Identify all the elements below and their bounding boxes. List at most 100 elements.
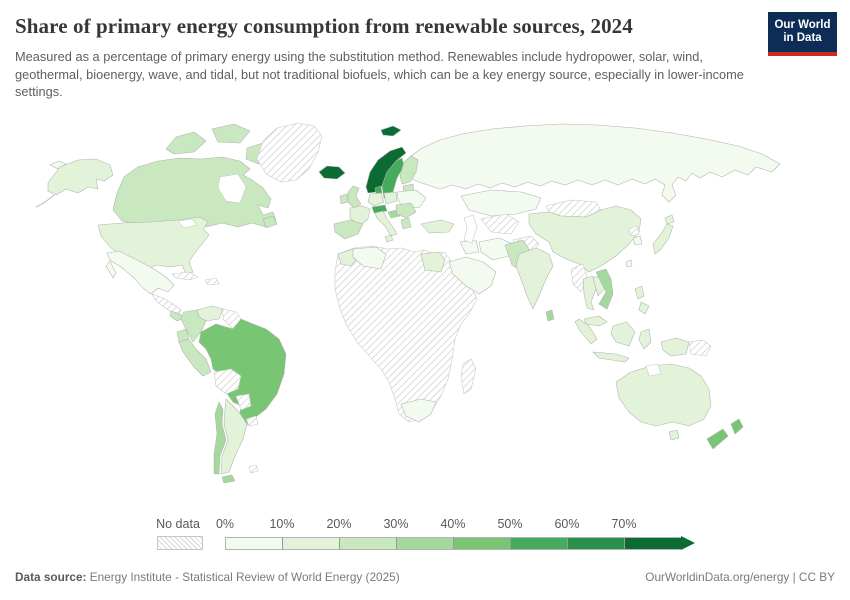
- country-germany[interactable]: [367, 192, 385, 207]
- country-brazil[interactable]: [198, 318, 287, 427]
- country-india[interactable]: [515, 247, 554, 310]
- country-australia[interactable]: [615, 363, 712, 427]
- country-africa-nodata[interactable]: [334, 245, 478, 423]
- country-ireland[interactable]: [339, 193, 349, 205]
- country-algeria[interactable]: [352, 246, 387, 270]
- country-peru[interactable]: [178, 338, 212, 377]
- country-canada-arctic2[interactable]: [211, 123, 251, 144]
- no-data-swatch[interactable]: [157, 536, 203, 550]
- country-finland[interactable]: [399, 155, 419, 185]
- legend-ticks: 0% 10% 20% 30% 40% 50% 60% 70%: [216, 517, 705, 532]
- country-iberia[interactable]: [333, 219, 364, 240]
- country-west-new-guinea[interactable]: [660, 337, 690, 357]
- country-canada-newfoundland[interactable]: [262, 215, 278, 229]
- credit-link[interactable]: OurWorldinData.org/energy | CC BY: [645, 570, 835, 584]
- country-south-africa[interactable]: [400, 398, 437, 423]
- map-legend: No data 0% 10% 20% 30% 40% 50% 60% 70%: [0, 517, 850, 559]
- country-greenland[interactable]: [256, 122, 323, 183]
- country-tasmania[interactable]: [668, 429, 680, 441]
- world-map: [0, 115, 850, 505]
- country-taiwan[interactable]: [625, 259, 633, 268]
- legend-color-segment[interactable]: [510, 536, 567, 550]
- legend-color-segment[interactable]: [282, 536, 339, 550]
- country-tierra-del-fuego[interactable]: [221, 474, 236, 484]
- chart-subtitle: Measured as a percentage of primary ener…: [15, 49, 744, 99]
- country-new-zealand-south[interactable]: [706, 428, 729, 450]
- owid-logo-line1: Our World: [774, 19, 831, 31]
- legend-tick-label: 50%: [497, 517, 523, 531]
- country-italy[interactable]: [374, 210, 398, 237]
- country-balkans[interactable]: [395, 202, 417, 219]
- country-uruguay[interactable]: [245, 415, 259, 427]
- great-lakes: [177, 218, 198, 229]
- country-uk[interactable]: [347, 185, 362, 209]
- gulf-of-carpentaria: [645, 363, 662, 377]
- country-iceland[interactable]: [318, 165, 346, 180]
- country-canada[interactable]: [112, 156, 277, 228]
- country-costa-rica-panama[interactable]: [169, 310, 185, 322]
- country-north-korea[interactable]: [628, 225, 640, 237]
- country-malaysia[interactable]: [583, 315, 608, 327]
- country-philippines-luzon[interactable]: [634, 285, 645, 300]
- country-alaska[interactable]: [47, 158, 114, 196]
- country-russia-wrapped[interactable]: [49, 160, 67, 170]
- country-philippines-mindanao[interactable]: [638, 301, 650, 315]
- country-hispaniola[interactable]: [204, 277, 220, 286]
- country-indonesia-borneo[interactable]: [610, 321, 636, 347]
- world-map-svg: [35, 122, 781, 484]
- country-russia[interactable]: [403, 123, 781, 203]
- country-mexico-baja[interactable]: [105, 260, 117, 279]
- country-turkey[interactable]: [420, 219, 455, 234]
- data-source: Data source: Energy Institute - Statisti…: [15, 570, 400, 584]
- country-china[interactable]: [528, 205, 642, 273]
- legend-color-segment[interactable]: [567, 536, 624, 550]
- country-paraguay[interactable]: [235, 393, 252, 411]
- country-indonesia-sumatra[interactable]: [574, 318, 598, 345]
- country-argentina[interactable]: [220, 398, 248, 475]
- legend-color-segment[interactable]: [453, 536, 510, 550]
- country-falklands[interactable]: [248, 464, 259, 474]
- page-title: Share of primary energy consumption from…: [15, 14, 633, 38]
- country-central-asia[interactable]: [480, 213, 520, 235]
- country-papua-new-guinea[interactable]: [688, 339, 712, 357]
- country-sri-lanka[interactable]: [545, 309, 555, 322]
- chart-header: Share of primary energy consumption from…: [15, 14, 835, 101]
- data-source-value: Energy Institute - Statistical Review of…: [89, 570, 400, 584]
- legend-tick-label: 60%: [554, 517, 580, 531]
- country-denmark[interactable]: [374, 185, 383, 195]
- legend-color-segment[interactable]: [624, 536, 681, 550]
- country-france[interactable]: [349, 205, 371, 227]
- country-vietnam[interactable]: [595, 268, 614, 310]
- legend-color-segment[interactable]: [339, 536, 396, 550]
- country-new-zealand-north[interactable]: [730, 418, 744, 435]
- country-japan-hokkaido[interactable]: [664, 214, 675, 225]
- owid-logo[interactable]: Our World in Data: [768, 12, 837, 56]
- country-cuba[interactable]: [171, 271, 199, 281]
- country-poland[interactable]: [383, 191, 398, 205]
- country-indonesia-java[interactable]: [592, 351, 630, 363]
- legend-color-segment[interactable]: [396, 536, 453, 550]
- country-greece[interactable]: [400, 217, 412, 230]
- no-data-label: No data: [156, 517, 200, 531]
- country-saudi-arabia[interactable]: [448, 256, 497, 295]
- country-indonesia-sulawesi[interactable]: [638, 328, 652, 350]
- country-madagascar[interactable]: [460, 358, 477, 395]
- country-japan[interactable]: [652, 223, 674, 255]
- legend-color-segment[interactable]: [225, 536, 282, 550]
- chart-footer: Data source: Energy Institute - Statisti…: [15, 570, 835, 584]
- country-svalbard[interactable]: [380, 125, 402, 137]
- country-chile[interactable]: [213, 401, 227, 475]
- country-kazakhstan[interactable]: [460, 189, 542, 217]
- country-mexico[interactable]: [106, 250, 175, 295]
- country-sicily[interactable]: [384, 234, 394, 243]
- country-norway[interactable]: [365, 146, 407, 194]
- country-central-america[interactable]: [151, 293, 182, 317]
- legend-tick-label: 40%: [440, 517, 466, 531]
- country-south-korea[interactable]: [632, 235, 643, 246]
- country-egypt[interactable]: [420, 251, 446, 273]
- country-bolivia[interactable]: [213, 368, 242, 395]
- legend-bar: [225, 536, 695, 550]
- country-ukraine[interactable]: [396, 189, 427, 209]
- country-canada-arctic1[interactable]: [165, 131, 207, 155]
